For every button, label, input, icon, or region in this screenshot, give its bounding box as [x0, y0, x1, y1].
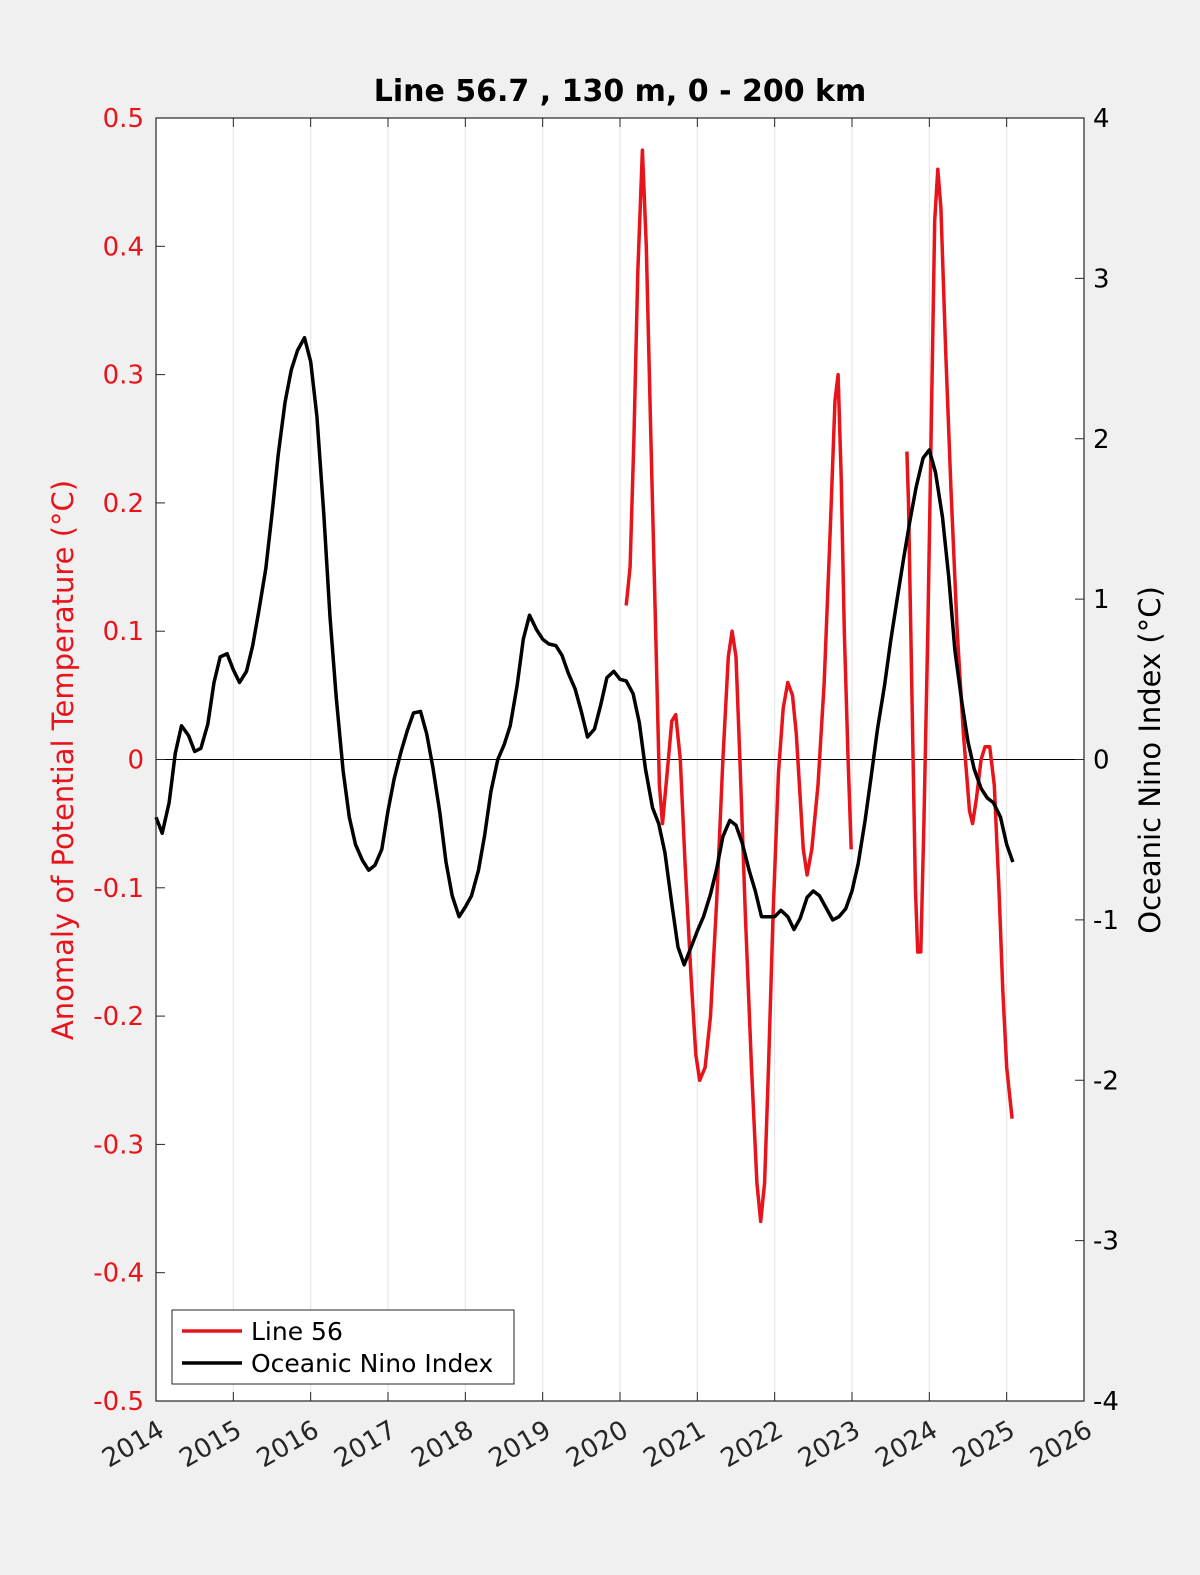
- y-axis-right-label: Oceanic Nino Index (°C): [1133, 586, 1167, 934]
- y-left-tick-label: -0.2: [93, 1002, 144, 1032]
- y-right-tick-label: 1: [1093, 585, 1110, 615]
- y-left-tick-label: 0.3: [103, 361, 144, 391]
- y-left-tick-label: 0.1: [103, 617, 144, 647]
- y-left-tick-label: -0.4: [93, 1259, 144, 1289]
- legend-label-oceanic-nino-index: Oceanic Nino Index: [251, 1349, 493, 1378]
- legend-label-line-56: Line 56: [251, 1317, 343, 1346]
- y-right-tick-label: 0: [1093, 746, 1110, 776]
- y-left-tick-label: -0.3: [93, 1130, 144, 1160]
- y-axis-left-label: Anomaly of Potential Temperature (°C): [46, 480, 80, 1040]
- series-line-oceanic-nino-index: [154, 335, 1015, 967]
- y-right-tick-label: -4: [1093, 1387, 1119, 1417]
- y-right-tick-label: -2: [1093, 1066, 1119, 1096]
- legend-box: [171, 1309, 515, 1385]
- y-right-tick-label: -1: [1093, 906, 1119, 936]
- y-left-tick-label: 0.2: [103, 489, 144, 519]
- y-left-tick-label: 0.4: [103, 232, 144, 262]
- y-left-tick-label: 0.5: [103, 104, 144, 134]
- legend: Line 56 Oceanic Nino Index: [171, 1309, 515, 1385]
- y-right-tick-label: 4: [1093, 104, 1110, 134]
- y-left-tick-label: 0: [127, 746, 144, 776]
- y-axis-right: 4 3 2 1 0 -1 -2 -3 -4: [1075, 104, 1119, 1417]
- y-right-tick-label: -3: [1093, 1227, 1119, 1257]
- y-right-tick-label: 2: [1093, 425, 1110, 455]
- series-line-line-56: [905, 167, 1014, 1119]
- series-line-line-56: [624, 148, 853, 1224]
- y-axis-left: 0.5 0.4 0.3 0.2 0.1 0 -0.1 -0.2 -0.3 -0.4 -0.5: [93, 104, 165, 1417]
- y-right-tick-label: 3: [1093, 264, 1110, 294]
- y-left-tick-label: -0.5: [93, 1387, 144, 1417]
- series-group: [154, 148, 1015, 1224]
- y-left-tick-label: -0.1: [93, 874, 144, 904]
- chart-title: Line 56.7 , 130 m, 0 - 200 km: [374, 74, 867, 109]
